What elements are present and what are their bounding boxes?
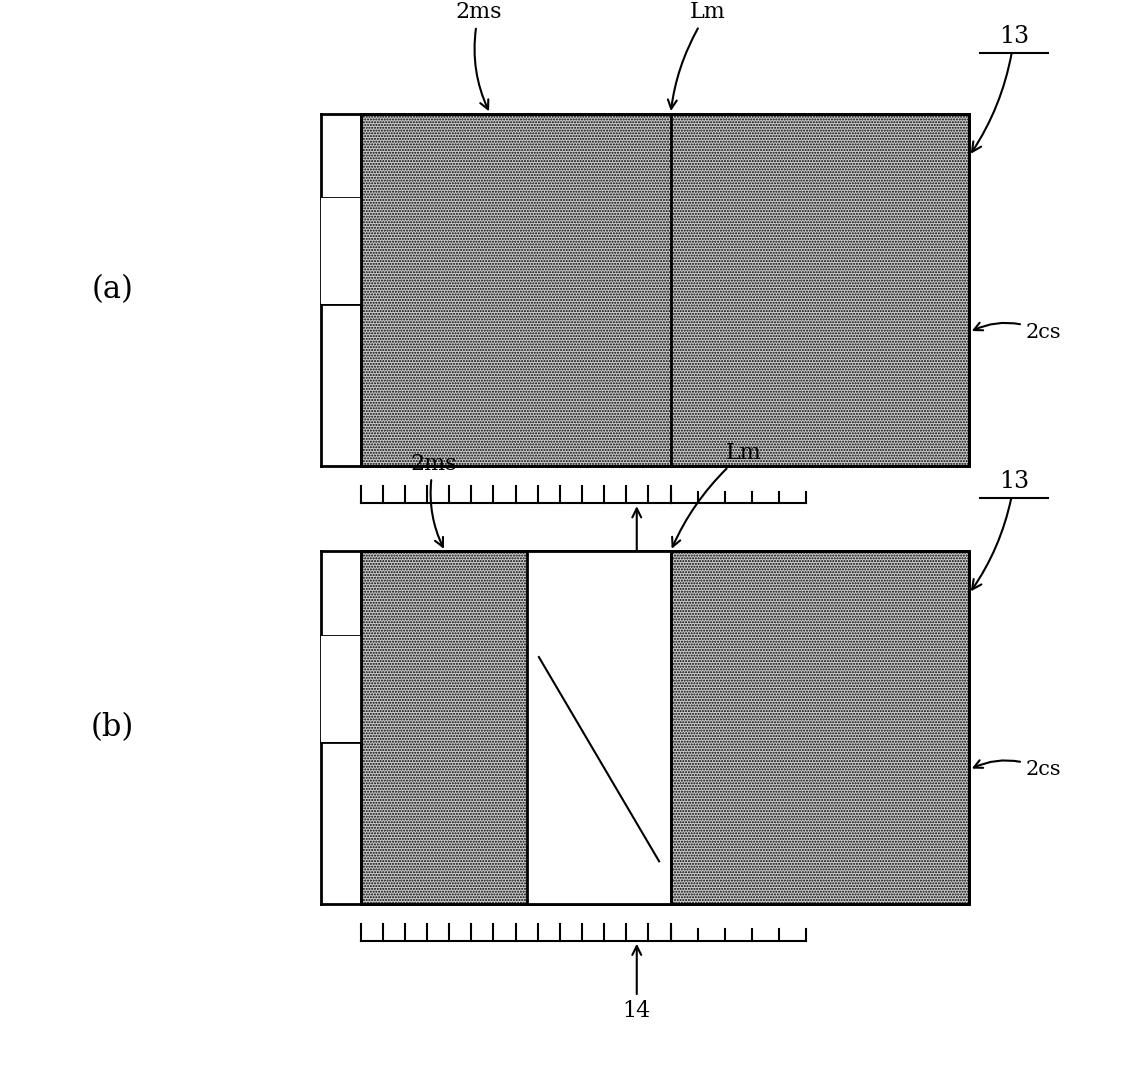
Bar (527, 551, 671, 904)
Text: (a): (a) (91, 275, 134, 306)
Text: (b): (b) (91, 712, 134, 743)
Bar (361, 551, 969, 904)
Bar (361, 114, 969, 467)
Text: 14: 14 (622, 509, 651, 584)
Bar (321, 636, 361, 741)
Text: 14: 14 (622, 946, 651, 1022)
Bar (361, 114, 969, 467)
Text: Lm: Lm (668, 1, 726, 108)
Text: 2cs: 2cs (974, 761, 1062, 779)
Bar (361, 551, 969, 904)
Bar (321, 199, 361, 304)
Text: 2ms: 2ms (410, 452, 458, 547)
Text: 13: 13 (973, 25, 1029, 152)
Text: 2cs: 2cs (974, 322, 1062, 342)
Text: Lm: Lm (672, 442, 762, 547)
Text: 13: 13 (973, 470, 1029, 589)
Text: 2ms: 2ms (455, 1, 503, 110)
